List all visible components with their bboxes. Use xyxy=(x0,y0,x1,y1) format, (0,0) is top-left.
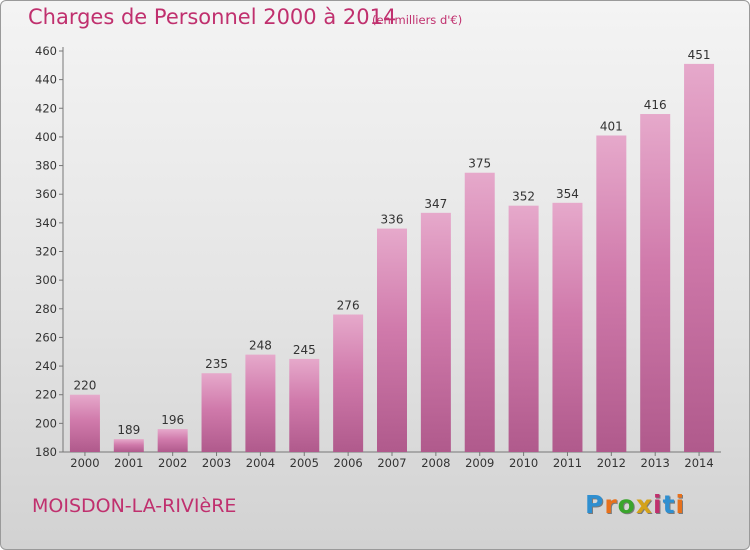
bar-value-label: 245 xyxy=(293,343,316,357)
x-tick-label: 2000 xyxy=(70,456,99,470)
bar-value-label: 189 xyxy=(117,423,140,437)
x-tick-label: 2011 xyxy=(553,456,582,470)
bar-value-label: 336 xyxy=(381,213,404,227)
y-tick-label: 320 xyxy=(35,245,57,259)
x-tick-label: 2006 xyxy=(333,456,362,470)
y-tick-label: 460 xyxy=(35,44,57,58)
x-tick-label: 2004 xyxy=(246,456,275,470)
bar xyxy=(420,212,451,452)
bar xyxy=(245,354,276,452)
chart-subtitle: (en milliers d'€) xyxy=(372,13,463,27)
bar-value-label: 196 xyxy=(161,413,184,427)
bar xyxy=(640,114,671,452)
y-tick-label: 360 xyxy=(35,187,57,201)
y-tick-label: 220 xyxy=(35,388,57,402)
logo-letter: o xyxy=(617,490,636,519)
bar-value-label: 416 xyxy=(644,98,667,112)
logo-letter: P xyxy=(585,490,605,519)
y-tick-label: 400 xyxy=(35,130,57,144)
bar xyxy=(508,205,539,452)
bar xyxy=(113,439,144,452)
bar xyxy=(333,314,364,452)
x-tick-label: 2013 xyxy=(641,456,670,470)
x-tick-label: 2008 xyxy=(421,456,450,470)
x-tick-label: 2005 xyxy=(290,456,319,470)
y-tick-label: 240 xyxy=(35,359,57,373)
x-tick-label: 2012 xyxy=(597,456,626,470)
logo-letter: x xyxy=(635,490,653,519)
bar-value-label: 354 xyxy=(556,187,579,201)
bar-value-label: 276 xyxy=(337,299,360,313)
y-tick-label: 280 xyxy=(35,302,57,316)
bar xyxy=(377,228,407,452)
x-tick-label: 2009 xyxy=(465,456,494,470)
logo-letter: i xyxy=(675,490,686,519)
y-tick-label: 300 xyxy=(35,273,57,287)
proxiti-logo: Proxiti xyxy=(585,490,685,519)
y-axis: 180 200 220 240 260 280 300 320 340 360 380 400 420 4… xyxy=(35,44,64,459)
bar-value-label: 401 xyxy=(600,119,623,133)
y-tick-label: 440 xyxy=(35,73,57,87)
x-tick-label: 2014 xyxy=(684,456,713,470)
bar-value-label: 347 xyxy=(424,197,447,211)
bar xyxy=(464,172,495,452)
y-tick-label: 340 xyxy=(35,216,57,230)
bar xyxy=(596,135,627,452)
logo-letter: r xyxy=(604,490,618,519)
y-tick-label: 200 xyxy=(35,416,57,430)
y-tick-label: 260 xyxy=(35,330,57,344)
commune-name: MOISDON-LA-RIVIèRE xyxy=(32,495,237,517)
logo-letter: t xyxy=(662,490,676,519)
bar xyxy=(289,358,320,452)
bars: 220 189 196 235 248 245 276 336 347 375 352 354 401 4… xyxy=(69,48,715,453)
x-tick-label: 2010 xyxy=(509,456,538,470)
y-tick-label: 420 xyxy=(35,101,57,115)
bar-value-label: 220 xyxy=(73,379,96,393)
bar xyxy=(69,394,100,452)
x-tick-label: 2001 xyxy=(114,456,143,470)
x-tick-label: 2007 xyxy=(377,456,406,470)
logo-letter: i xyxy=(653,490,663,519)
bar xyxy=(684,63,715,453)
bar-value-label: 375 xyxy=(468,157,491,171)
bar-value-label: 451 xyxy=(688,48,711,62)
bar xyxy=(201,373,232,452)
y-tick-label: 380 xyxy=(35,159,57,173)
bar-value-label: 352 xyxy=(512,190,535,204)
bar xyxy=(552,202,583,452)
chart-title: Charges de Personnel 2000 à 2014 xyxy=(28,5,397,29)
y-tick-label: 180 xyxy=(35,445,57,459)
x-tick-label: 2003 xyxy=(202,456,231,470)
bar-value-label: 248 xyxy=(249,339,272,353)
bar-value-label: 235 xyxy=(205,357,228,371)
x-axis: 2000 2001 2002 2003 2004 2005 2006 2007 2008 2009… xyxy=(63,451,721,470)
x-tick-label: 2002 xyxy=(158,456,187,470)
bar xyxy=(157,429,188,452)
